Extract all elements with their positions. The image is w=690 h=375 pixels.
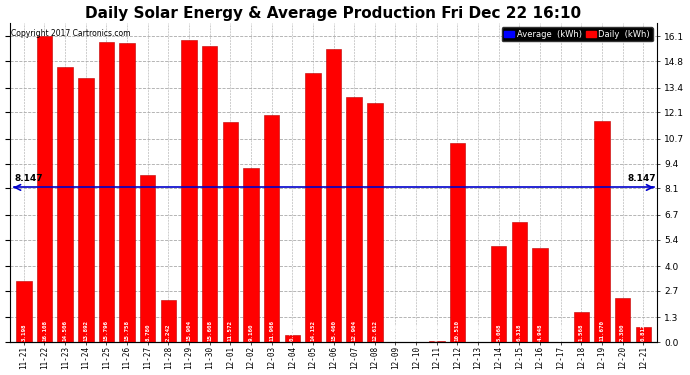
Bar <box>99 42 114 342</box>
Text: 15.796: 15.796 <box>104 320 109 341</box>
Bar <box>326 48 342 342</box>
Text: 10.510: 10.510 <box>455 320 460 341</box>
Bar <box>573 312 589 342</box>
Bar <box>37 36 52 342</box>
Text: 1.568: 1.568 <box>579 324 584 341</box>
Text: 3.198: 3.198 <box>21 324 26 341</box>
Bar <box>511 222 527 342</box>
Text: 9.160: 9.160 <box>248 324 253 341</box>
Text: Copyright 2017 Cartronics.com: Copyright 2017 Cartronics.com <box>11 29 130 38</box>
Text: 5.068: 5.068 <box>496 324 501 341</box>
Text: 0.000: 0.000 <box>475 324 480 341</box>
Bar <box>346 97 362 342</box>
Bar <box>367 103 382 342</box>
Bar <box>202 46 217 342</box>
Bar <box>78 78 94 342</box>
Text: 11.670: 11.670 <box>600 320 604 341</box>
Text: 8.147: 8.147 <box>627 174 656 183</box>
Text: 15.904: 15.904 <box>186 320 192 341</box>
Text: 12.612: 12.612 <box>373 320 377 341</box>
Text: 2.242: 2.242 <box>166 324 171 341</box>
Text: 0.006: 0.006 <box>393 324 398 341</box>
Bar <box>635 327 651 342</box>
Text: 16.108: 16.108 <box>42 320 47 341</box>
Text: 14.506: 14.506 <box>63 320 68 341</box>
Bar <box>450 142 465 342</box>
Text: 13.892: 13.892 <box>83 320 88 341</box>
Bar <box>119 43 135 342</box>
Bar <box>243 168 259 342</box>
Bar <box>140 176 155 342</box>
Text: 0.000: 0.000 <box>558 324 563 341</box>
Bar <box>305 74 321 342</box>
Bar <box>429 341 444 342</box>
Text: 6.318: 6.318 <box>517 324 522 341</box>
Bar <box>57 67 73 342</box>
Text: 8.780: 8.780 <box>145 324 150 341</box>
Text: 15.758: 15.758 <box>125 320 130 341</box>
Legend: Average  (kWh), Daily  (kWh): Average (kWh), Daily (kWh) <box>502 27 653 41</box>
Bar <box>532 248 548 342</box>
Bar <box>594 120 610 342</box>
Bar <box>181 40 197 342</box>
Text: 12.904: 12.904 <box>352 320 357 341</box>
Text: 14.152: 14.152 <box>310 320 315 341</box>
Text: 0.812: 0.812 <box>641 324 646 341</box>
Bar <box>615 298 631 342</box>
Bar <box>161 300 176 342</box>
Text: 11.966: 11.966 <box>269 320 274 341</box>
Bar <box>223 122 238 342</box>
Text: 15.460: 15.460 <box>331 320 336 341</box>
Bar <box>491 246 506 342</box>
Bar <box>264 115 279 342</box>
Text: 4.948: 4.948 <box>538 324 542 341</box>
Text: 0.000: 0.000 <box>413 324 419 341</box>
Text: 15.608: 15.608 <box>207 320 212 341</box>
Title: Daily Solar Energy & Average Production Fri Dec 22 16:10: Daily Solar Energy & Average Production … <box>86 6 582 21</box>
Text: 0.356: 0.356 <box>290 324 295 341</box>
Text: 8.147: 8.147 <box>14 174 43 183</box>
Bar <box>16 281 32 342</box>
Text: 11.572: 11.572 <box>228 320 233 341</box>
Text: 0.072: 0.072 <box>434 324 440 341</box>
Text: 2.300: 2.300 <box>620 324 625 341</box>
Bar <box>284 335 300 342</box>
